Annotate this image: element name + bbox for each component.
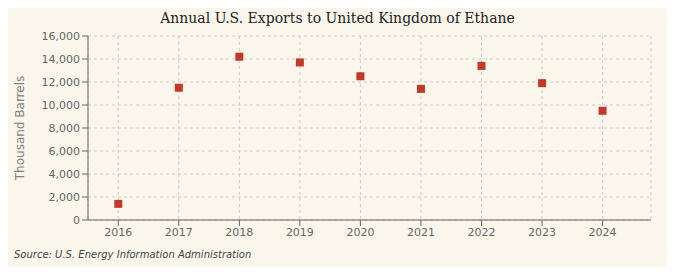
html-text:Source: U.S. Energy Informatio: Source: U.S. Energy Information Administ…	[14, 249, 252, 260]
svg-text:2,000: 2,000	[49, 191, 81, 204]
svg-text:2019: 2019	[286, 226, 314, 239]
svg-text:0: 0	[73, 214, 80, 227]
svg-text:8,000: 8,000	[49, 122, 81, 135]
svg-text:12,000: 12,000	[42, 76, 81, 89]
svg-text:14,000: 14,000	[42, 53, 81, 66]
svg-text:Thousand Barrels: Thousand Barrels	[13, 76, 27, 181]
svg-text:2021: 2021	[407, 226, 435, 239]
svg-text:2022: 2022	[467, 226, 495, 239]
svg-text:10,000: 10,000	[42, 99, 81, 112]
svg-text:2018: 2018	[225, 226, 253, 239]
svg-text:6,000: 6,000	[49, 145, 81, 158]
svg-text:4,000: 4,000	[49, 168, 81, 181]
svg-text:16,000: 16,000	[42, 30, 81, 43]
svg-text:2023: 2023	[528, 226, 556, 239]
svg-text:2017: 2017	[165, 226, 193, 239]
svg-text:2016: 2016	[104, 226, 132, 239]
svg-text:2024: 2024	[589, 226, 617, 239]
html-text:Annual U.S. Exports to United: Annual U.S. Exports to United Kingdom of…	[160, 10, 515, 26]
svg-text:2020: 2020	[346, 226, 374, 239]
